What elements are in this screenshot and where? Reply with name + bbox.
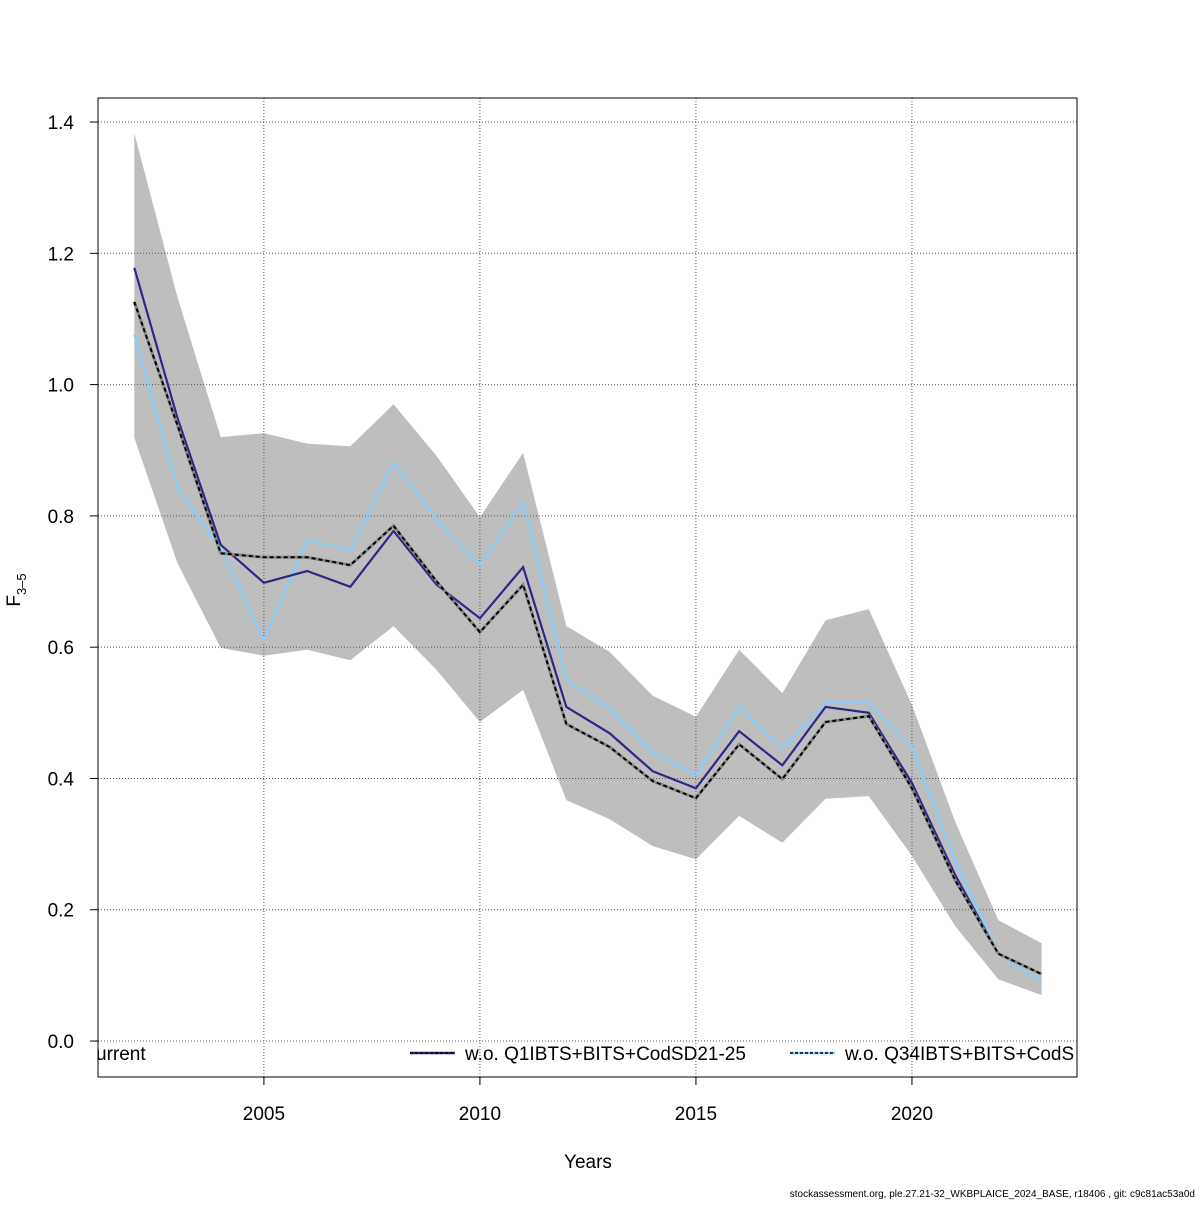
- y-tick-label: 1.2: [48, 244, 74, 265]
- series-line: [133, 267, 1043, 976]
- x-tick-label: 2015: [675, 1104, 717, 1125]
- plot-frame: [97, 97, 1078, 1078]
- legend-label: w.o. Q34IBTS+BITS+CodS: [844, 1044, 1074, 1065]
- x-tick-label: 2020: [891, 1104, 933, 1125]
- legend-label: w.o. Q1IBTS+BITS+CodSD21-25: [464, 1044, 746, 1065]
- y-tick-label: 0.2: [48, 901, 74, 922]
- footer: stockassessment.org, ple.27.21-32_WKBPLA…: [790, 1189, 1195, 1200]
- y-tick-label: 1.0: [48, 376, 74, 397]
- y-tick-label: 0.8: [48, 507, 74, 528]
- confidence-band: [134, 133, 1042, 996]
- legend-label: urrent: [96, 1044, 146, 1065]
- y-label-main: F: [4, 595, 25, 607]
- y-tick-label: 0.0: [48, 1032, 74, 1053]
- y-tick-label: 1.4: [48, 113, 75, 134]
- y-tick-label: 0.4: [48, 769, 75, 790]
- x-tick-label: 2005: [243, 1104, 285, 1125]
- y-axis-label: F3–5: [4, 573, 29, 606]
- series-line-dash: [133, 301, 1042, 975]
- series-line: [133, 334, 1043, 983]
- y-tick-label: 0.6: [48, 638, 74, 659]
- plot-area: urrent w.o. Q1IBTS+BITS+CodSD21-25 w.o. Q3…: [96, 98, 1077, 1077]
- y-label-sub: 3–5: [14, 573, 29, 595]
- x-tick-label: 2010: [459, 1104, 501, 1125]
- x-axis-label: Years: [564, 1152, 612, 1173]
